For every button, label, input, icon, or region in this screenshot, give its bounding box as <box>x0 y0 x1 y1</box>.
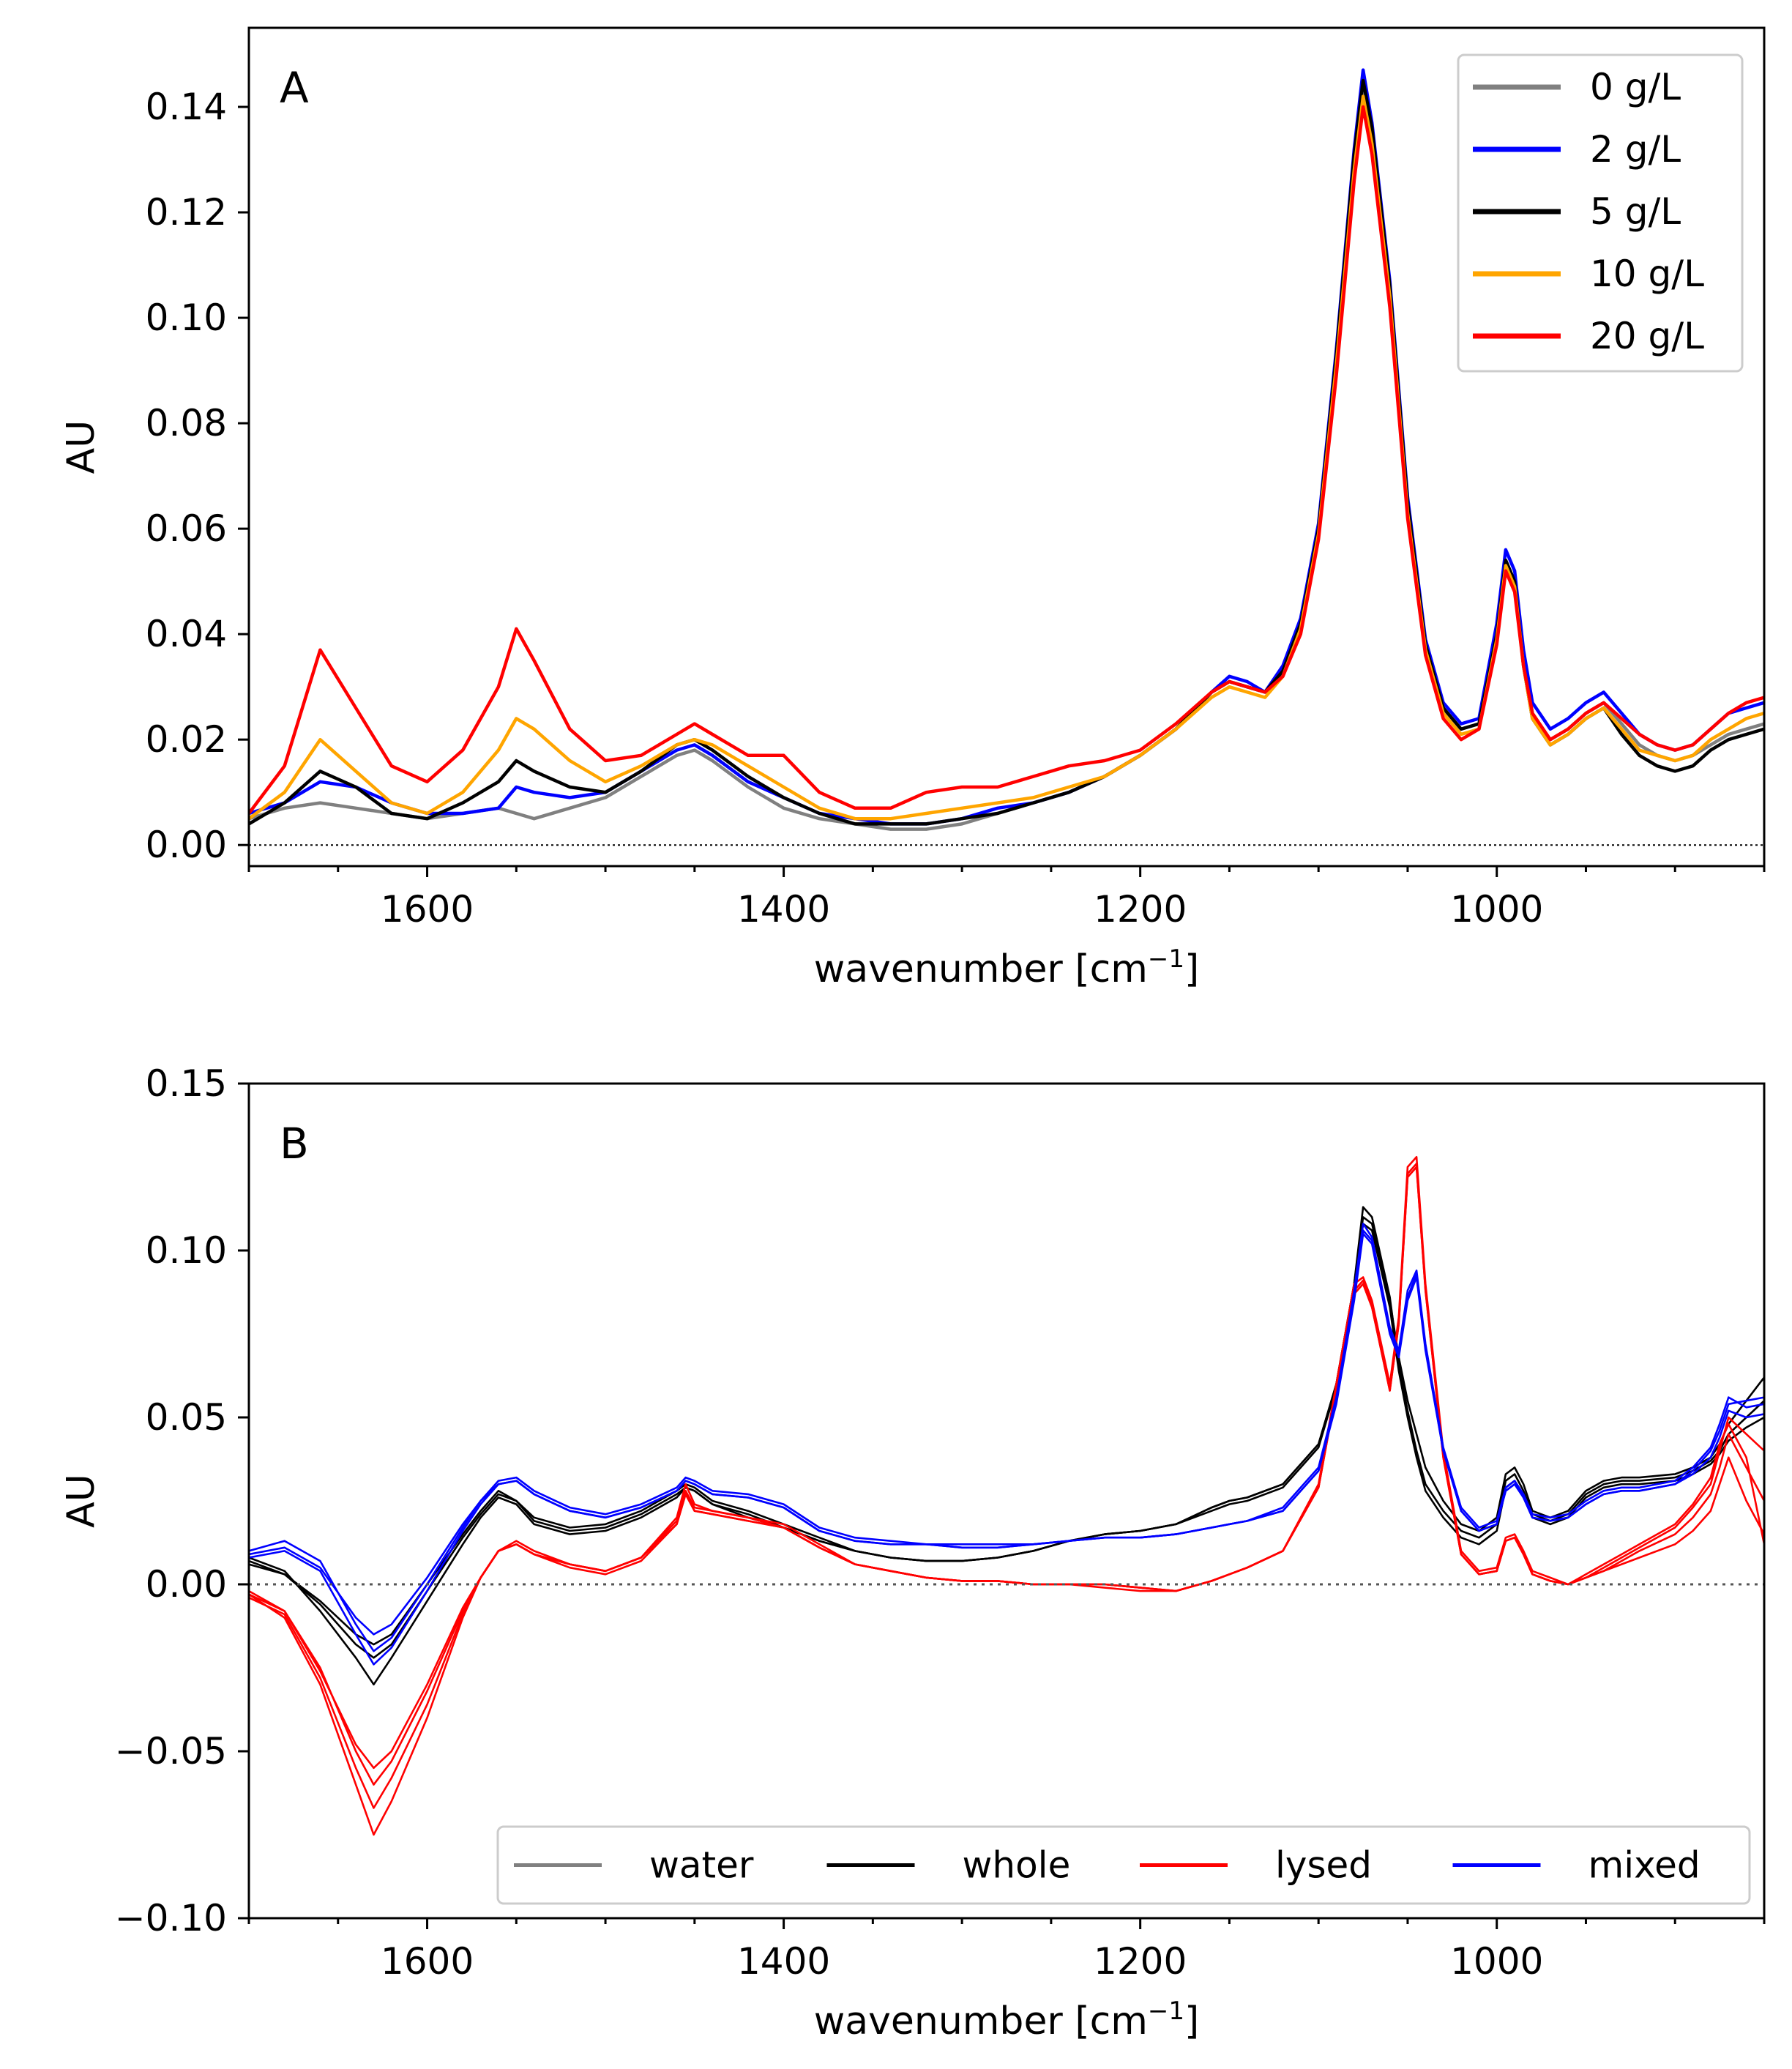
panel-b-x-tick-label: 1200 <box>1094 1940 1187 1983</box>
panel-b-x-tick-label: 1400 <box>737 1940 830 1983</box>
legend-label: 10 g/L <box>1590 253 1704 295</box>
panel-a-y-tick-label: 0.12 <box>146 191 227 234</box>
panel-a-x-axis-label-main: wavenumber [cm <box>814 947 1148 991</box>
panel-b-y-tick-label: 0.00 <box>146 1563 227 1606</box>
panel-b-y-ticks: −0.10 −0.05 0.00 0.05 0.10 0.15 <box>115 1062 249 1939</box>
panel-a-series-2-g-l-1 <box>249 68 1764 826</box>
panel-b-y-tick-label: 0.05 <box>146 1396 227 1439</box>
panel-a-x-axis-label-end: ] <box>1184 947 1199 991</box>
panel-a-series-20-g-l-4 <box>249 105 1764 815</box>
panel-b-frame <box>247 1082 1766 1920</box>
panel-b-x-tick-label: 1000 <box>1450 1940 1543 1983</box>
panel-b-x-tick-label: 1600 <box>381 1940 474 1983</box>
panel-b-y-tick-label: −0.10 <box>115 1897 227 1939</box>
panel-a-x-tick-label: 1200 <box>1094 888 1187 931</box>
panel-a-y-tick-label: 0.06 <box>146 507 227 550</box>
panel-b-y-tick-label: −0.05 <box>115 1730 227 1772</box>
panel-a-series-10-g-l-3 <box>249 94 1764 821</box>
panel-b-y-axis-label: AU <box>59 1474 103 1528</box>
legend-label: water <box>649 1844 754 1887</box>
panel-a-label: A <box>280 63 309 113</box>
panel-b-series-lysed-6 <box>249 1166 1764 1770</box>
panel-a-y-tick-label: 0.10 <box>146 297 227 339</box>
legend-label: 5 g/L <box>1590 190 1681 233</box>
legend-label: whole <box>963 1844 1071 1887</box>
panel-a-series <box>249 68 1764 831</box>
panel-b-x-ticks: 1600 1400 1200 1000 <box>247 1918 1766 1983</box>
panel-a-x-tick-label: 1000 <box>1450 888 1543 931</box>
panel-a-y-tick-label: 0.04 <box>146 613 227 655</box>
legend-label: mixed <box>1588 1844 1700 1887</box>
panel-a: 1600 1400 1200 1000 0.00 0.02 0.04 0.06 0.08 0.1… <box>59 26 1766 991</box>
legend-label: 0 g/L <box>1590 66 1681 108</box>
panel-a-x-tick-label: 1400 <box>737 888 830 931</box>
panel-a-y-ticks: 0.00 0.02 0.04 0.06 0.08 0.10 0.12 0.14 <box>146 86 249 866</box>
panel-a-y-tick-label: 0.14 <box>146 86 227 128</box>
panel-b-label: B <box>280 1119 309 1168</box>
panel-a-y-tick-label: 0.02 <box>146 718 227 761</box>
panel-b-x-axis-label-end: ] <box>1184 1999 1199 2043</box>
panel-a-x-tick-label: 1600 <box>381 888 474 931</box>
panel-b: 1600 1400 1200 1000 −0.10 −0.05 0.00 0.05 0.10 0… <box>59 1062 1766 2043</box>
legend-label: 2 g/L <box>1590 128 1681 171</box>
panel-b-legend: water whole lysed mixed <box>496 1825 1751 1905</box>
panel-a-x-axis-label: wavenumber [cm−1] <box>814 944 1200 991</box>
panel-a-y-axis-label: AU <box>59 420 103 474</box>
panel-b-series <box>249 1156 1764 1836</box>
panel-a-frame <box>247 26 1766 868</box>
panel-b-x-axis-label-main: wavenumber [cm <box>814 1999 1148 2043</box>
panel-a-legend: 0 g/L 2 g/L 5 g/L 10 g/L 20 g/L <box>1457 53 1744 373</box>
panel-b-x-axis-label-sup: −1 <box>1148 1997 1184 2026</box>
panel-b-series-mixed-9 <box>249 1229 1764 1666</box>
panel-a-x-ticks: 1600 1400 1200 1000 <box>247 866 1766 931</box>
legend-label: 20 g/L <box>1590 315 1704 357</box>
legend-label: lysed <box>1275 1844 1372 1887</box>
panel-b-x-axis-label: wavenumber [cm−1] <box>814 1997 1200 2043</box>
panel-b-y-tick-label: 0.15 <box>146 1062 227 1105</box>
panel-b-y-tick-label: 0.10 <box>146 1229 227 1272</box>
panel-a-y-tick-label: 0.08 <box>146 402 227 444</box>
panel-a-x-axis-label-sup: −1 <box>1148 944 1184 974</box>
panel-a-y-tick-label: 0.00 <box>146 824 227 866</box>
